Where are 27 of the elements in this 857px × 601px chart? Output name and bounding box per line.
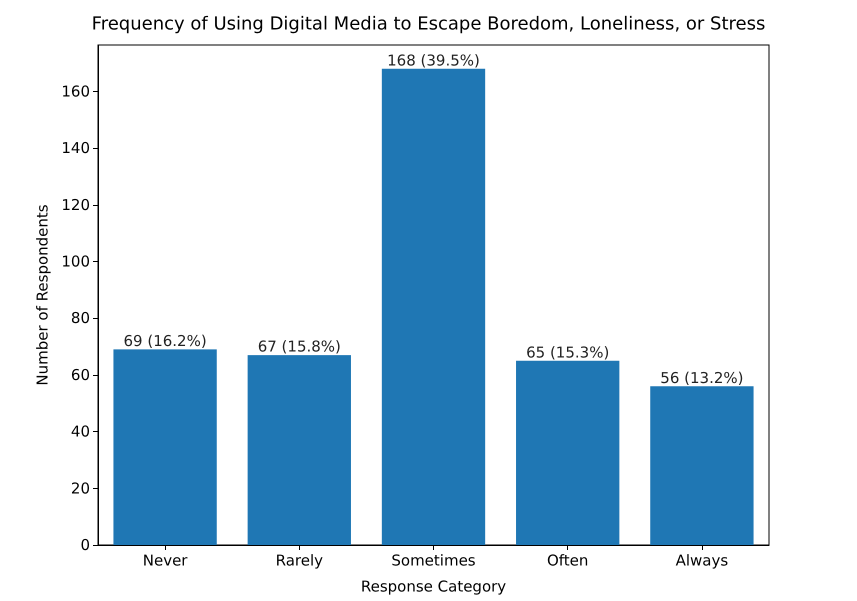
y-tick-label: 160 [61,82,90,100]
y-tick-label: 40 [70,422,90,441]
x-tick-label: Often [546,552,588,570]
bar [113,349,217,545]
data-label: 56 (13.2%) [660,368,744,387]
y-tick-label: 60 [70,366,90,384]
data-label: 168 (39.5%) [387,51,480,70]
bar [516,360,620,545]
y-tick-label: 0 [80,536,90,554]
data-label: 69 (16.2%) [123,332,207,350]
y-axis-title: Number of Respondents [34,204,52,386]
chart-title: Frequency of Using Digital Media to Escape Boredom, Loneliness, or Stress [92,14,766,34]
bar [248,355,351,545]
data-label: 65 (15.3%) [526,343,610,362]
x-tick-label: Rarely [276,552,324,570]
y-tick-label: 120 [61,196,90,214]
y-tick-label: 100 [61,252,90,271]
x-tick-label: Sometimes [391,552,476,570]
data-label: 67 (15.8%) [258,338,341,356]
x-axis-title: Response Category [360,578,506,596]
y-tick-label: 80 [70,309,90,328]
y-tick-label: 20 [70,479,90,498]
bar [650,386,754,545]
y-tick-label: 140 [61,139,90,158]
x-tick-label: Always [676,552,728,570]
bar [382,68,486,545]
x-tick-label: Never [142,552,188,570]
